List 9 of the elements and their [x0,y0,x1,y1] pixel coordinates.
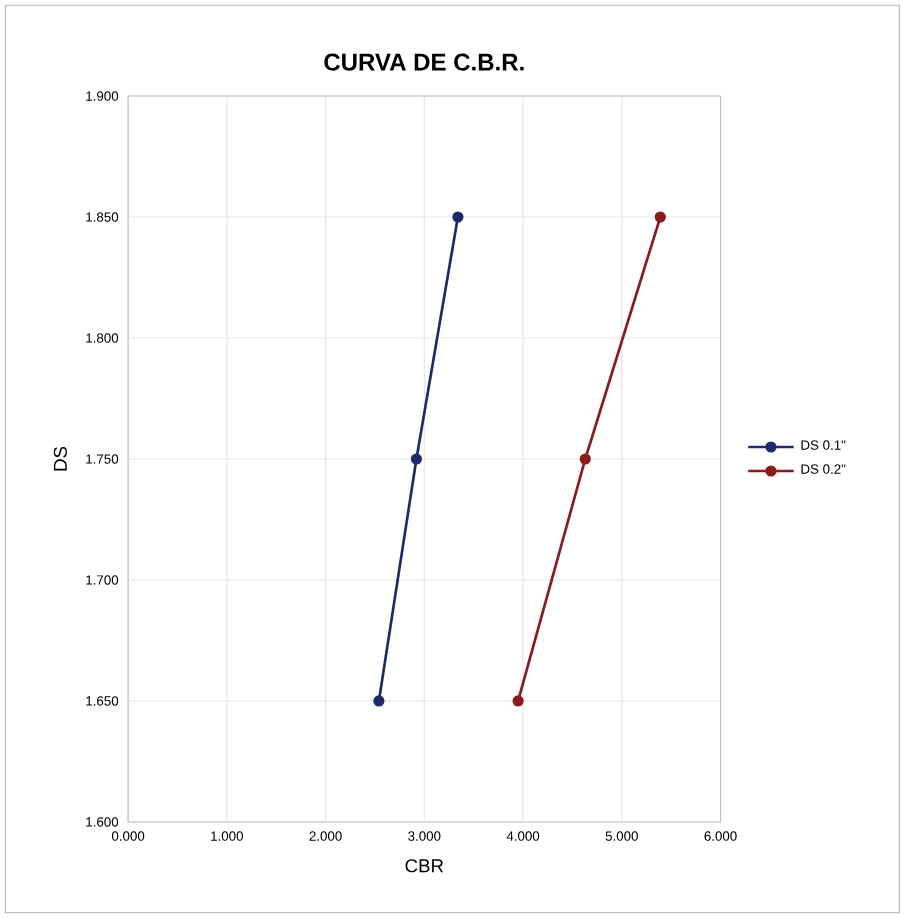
chart-title: CURVA DE C.B.R. [324,53,524,71]
point [451,211,464,223]
point [579,453,591,465]
point [512,695,524,707]
point [372,695,385,707]
y-axis-title: DS [53,446,67,471]
point [654,211,666,223]
x-axis-title: CBR [405,859,443,873]
point [410,453,422,465]
